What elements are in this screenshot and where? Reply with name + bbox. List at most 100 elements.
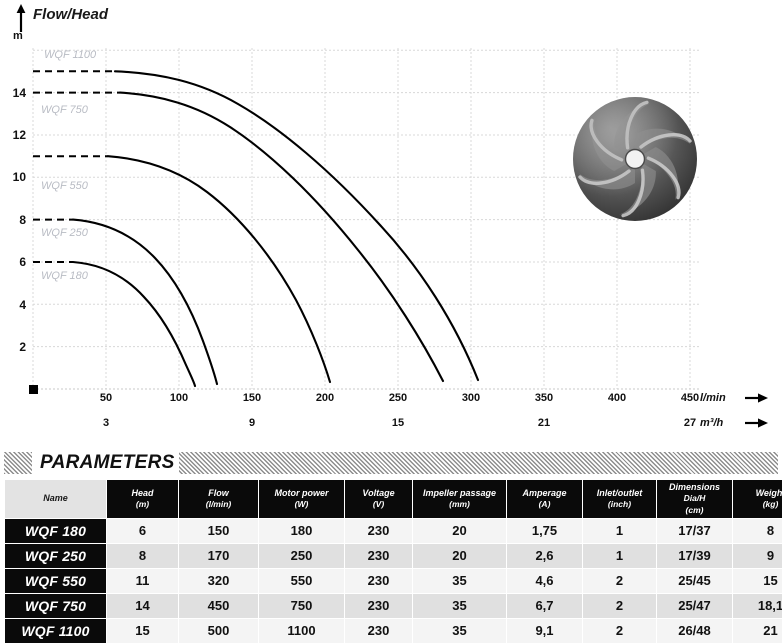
hatch-pattern-right (146, 452, 778, 474)
cell-head: 15 (107, 618, 179, 643)
x-tick-250: 250 (378, 392, 418, 404)
x-tick-450: 450 (670, 392, 710, 404)
cell-voltage: 230 (345, 543, 413, 568)
x-tick-350: 350 (524, 392, 564, 404)
col-header-weight-label: Weight (756, 488, 782, 498)
x-tick-m3h-27: 27 (670, 417, 710, 429)
col-header-amperage-unit: (A) (539, 499, 551, 509)
table-row: WQF 750 14 450 750 230 35 6,7 2 25/47 18… (5, 593, 782, 618)
cell-impeller-passage: 35 (413, 568, 507, 593)
cell-impeller-passage: 35 (413, 593, 507, 618)
cell-impeller-passage: 20 (413, 518, 507, 543)
col-header-voltage-label: Voltage (362, 488, 394, 498)
curve-label-wqf-250: WQF 250 (41, 227, 88, 239)
y-tick-12: 12 (2, 128, 26, 142)
cell-name: WQF 250 (5, 543, 107, 568)
cell-inlet-outlet: 2 (583, 593, 657, 618)
col-header-dimensions: Dimensions Dia/H (cm) (657, 480, 733, 519)
y-tick-6: 6 (2, 255, 26, 269)
cell-head: 14 (107, 593, 179, 618)
x-axis-arrow-lmin (745, 393, 768, 402)
y-tick-10: 10 (2, 170, 26, 184)
col-header-flow-label: Flow (208, 488, 229, 498)
x-tick-150: 150 (232, 392, 272, 404)
parameters-banner: PARAMETERS (0, 452, 782, 478)
cell-inlet-outlet: 1 (583, 518, 657, 543)
x-tick-300: 300 (451, 392, 491, 404)
col-header-dimensions-unit: Dia/H (684, 493, 706, 503)
col-header-voltage-unit: (V) (373, 499, 384, 509)
y-axis-unit: m (13, 30, 23, 42)
x-tick-m3h-9: 9 (232, 417, 272, 429)
cell-dimensions: 25/45 (657, 568, 733, 593)
cell-impeller-passage: 35 (413, 618, 507, 643)
col-header-motor-power: Motor power (W) (259, 480, 345, 519)
cell-name: WQF 180 (5, 518, 107, 543)
cell-dimensions: 17/39 (657, 543, 733, 568)
grid-vertical (33, 48, 690, 389)
cell-inlet-outlet: 2 (583, 568, 657, 593)
cell-dimensions: 26/48 (657, 618, 733, 643)
col-header-inlet-outlet-unit: (inch) (608, 499, 631, 509)
cell-name: WQF 550 (5, 568, 107, 593)
col-header-motor-power-label: Motor power (275, 488, 329, 498)
x-tick-100: 100 (159, 392, 199, 404)
cell-amperage: 1,75 (507, 518, 583, 543)
cell-flow: 150 (179, 518, 259, 543)
table-row: WQF 250 8 170 250 230 20 2,6 1 17/39 9 (5, 543, 782, 568)
col-header-amperage-label: Amperage (522, 488, 566, 498)
col-header-weight-unit: (kg) (763, 499, 779, 509)
cell-amperage: 2,6 (507, 543, 583, 568)
cell-dimensions: 17/37 (657, 518, 733, 543)
x-tick-m3h-3: 3 (86, 417, 126, 429)
cell-motor-power: 550 (259, 568, 345, 593)
col-header-name: Name (5, 480, 107, 519)
col-header-head-unit: (m) (136, 499, 149, 509)
col-header-impeller-passage-label: Impeller passage (423, 488, 496, 498)
cell-flow: 320 (179, 568, 259, 593)
cell-motor-power: 750 (259, 593, 345, 618)
col-header-amperage: Amperage (A) (507, 480, 583, 519)
cell-motor-power: 1100 (259, 618, 345, 643)
col-header-inlet-outlet-label: Inlet/outlet (597, 488, 643, 498)
x-axis-arrow-m3h (745, 418, 768, 427)
y-tick-14: 14 (2, 86, 26, 100)
cell-amperage: 4,6 (507, 568, 583, 593)
cell-weight: 9 (733, 543, 782, 568)
performance-chart: Flow/Head m l/min m³/h 2 4 6 8 10 12 14 … (0, 0, 782, 445)
curve-label-wqf-550: WQF 550 (41, 180, 88, 192)
cell-voltage: 230 (345, 593, 413, 618)
cell-weight: 18,1 (733, 593, 782, 618)
cell-amperage: 9,1 (507, 618, 583, 643)
table-row: WQF 1100 15 500 1100 230 35 9,1 2 26/48 … (5, 618, 782, 643)
cell-name: WQF 1100 (5, 618, 107, 643)
hatch-pattern-left (4, 452, 32, 474)
y-axis-arrow (17, 4, 26, 32)
col-header-impeller-passage: Impeller passage (mm) (413, 480, 507, 519)
cell-weight: 8 (733, 518, 782, 543)
cell-head: 8 (107, 543, 179, 568)
cell-flow: 450 (179, 593, 259, 618)
cell-weight: 21 (733, 618, 782, 643)
parameters-table: Name Head (m) Flow (l/min) Motor power (… (4, 479, 782, 644)
cell-head: 11 (107, 568, 179, 593)
col-header-name-label: Name (43, 493, 68, 503)
cell-flow: 170 (179, 543, 259, 568)
col-header-motor-power-unit: (W) (295, 499, 309, 509)
pump-impeller-photo (573, 95, 697, 222)
y-tick-8: 8 (2, 213, 26, 227)
col-header-impeller-passage-unit: (mm) (449, 499, 470, 509)
table-row: WQF 180 6 150 180 230 20 1,75 1 17/37 8 (5, 518, 782, 543)
col-header-head: Head (m) (107, 480, 179, 519)
cell-voltage: 230 (345, 518, 413, 543)
origin-marker (29, 385, 38, 394)
curve-label-wqf-750: WQF 750 (41, 104, 88, 116)
col-header-weight: Weight (kg) (733, 480, 782, 519)
parameters-title: PARAMETERS (36, 452, 179, 474)
cell-voltage: 230 (345, 618, 413, 643)
col-header-flow-unit: (l/min) (206, 499, 232, 509)
table-row: WQF 550 11 320 550 230 35 4,6 2 25/45 15 (5, 568, 782, 593)
curve-label-wqf-1100: WQF 1100 (44, 49, 96, 61)
col-header-dimensions-unit2: (cm) (686, 505, 704, 515)
cell-impeller-passage: 20 (413, 543, 507, 568)
